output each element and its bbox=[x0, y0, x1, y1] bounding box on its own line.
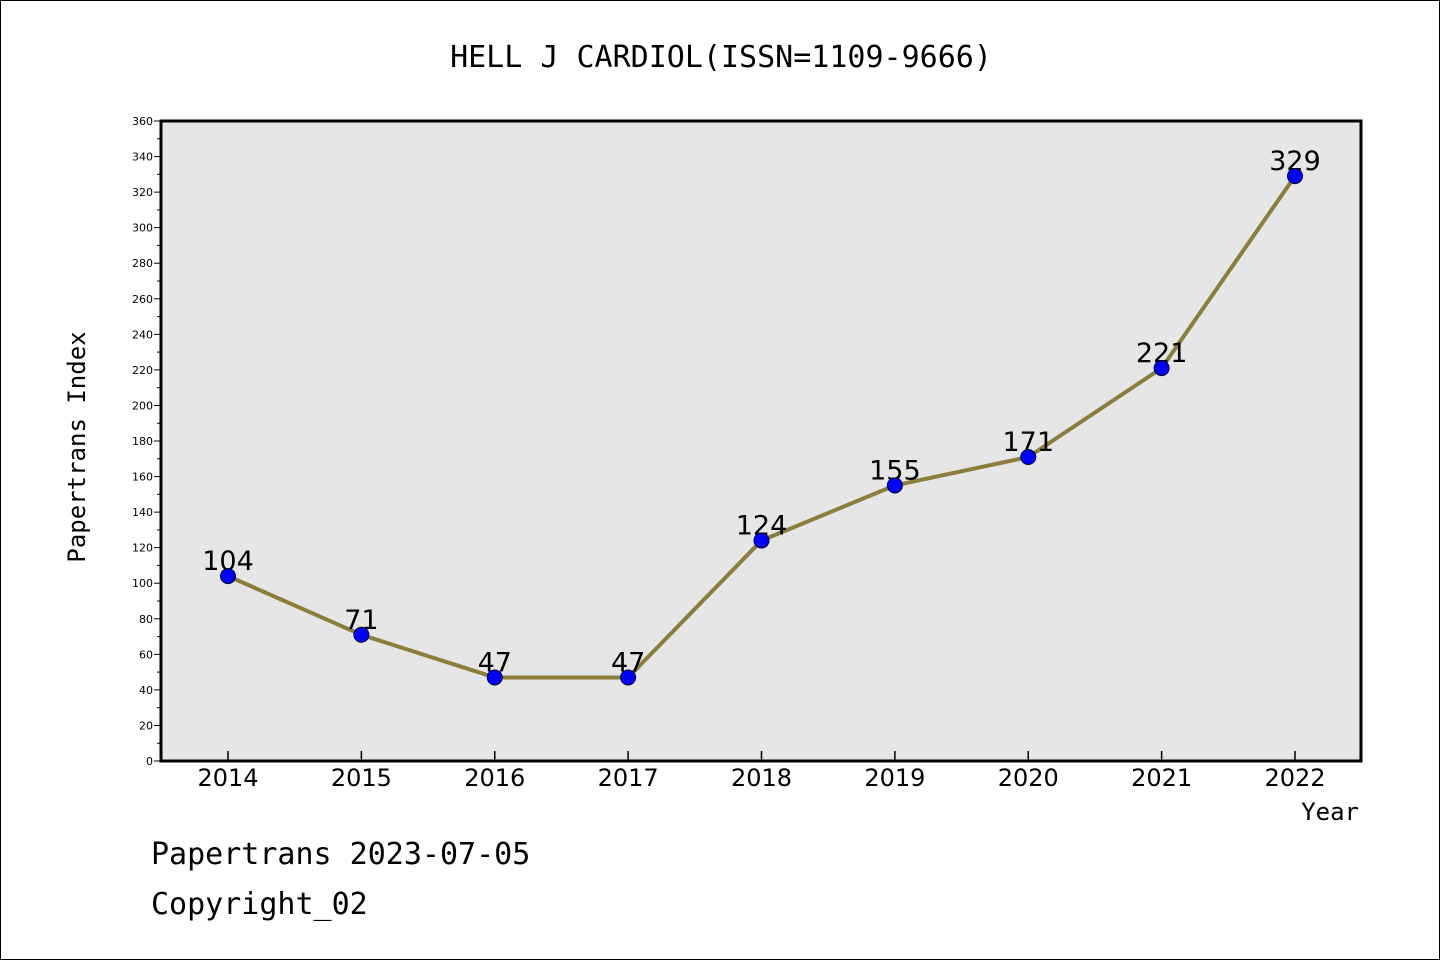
y-axis-label: Papertrans Index bbox=[63, 331, 91, 562]
footer-date: Papertrans 2023-07-05 bbox=[151, 837, 530, 872]
y-tick-label: 360 bbox=[132, 115, 153, 128]
x-tick-label: 2015 bbox=[331, 764, 392, 792]
y-tick-label: 0 bbox=[146, 755, 153, 768]
y-tick-label: 40 bbox=[139, 684, 153, 697]
y-tick-label: 20 bbox=[139, 719, 153, 732]
footer-copyright: Copyright_02 bbox=[151, 887, 368, 922]
x-tick-label: 2019 bbox=[864, 764, 925, 792]
y-axis: 0 20 40 60 80 100 120 140 160 180 200 220 240 260 280 3… bbox=[132, 115, 161, 768]
data-point bbox=[1020, 449, 1037, 465]
x-axis: 2014 2015 2016 2017 2018 2019 2020 2021 2022 bbox=[197, 751, 1326, 792]
plot-area bbox=[159, 119, 1363, 763]
data-point bbox=[1287, 168, 1303, 185]
data-point bbox=[353, 626, 370, 643]
data-point bbox=[1153, 360, 1170, 377]
x-tick-label: 2018 bbox=[731, 764, 792, 792]
x-tick-label: 2014 bbox=[197, 764, 258, 792]
y-tick-label: 320 bbox=[132, 186, 153, 199]
data-point bbox=[486, 669, 503, 686]
x-axis-label: Year bbox=[1301, 798, 1359, 826]
y-tick-label: 120 bbox=[132, 542, 153, 555]
y-tick-label: 280 bbox=[132, 257, 153, 270]
x-tick-label: 2021 bbox=[1131, 764, 1192, 792]
x-tick-label: 2022 bbox=[1264, 764, 1325, 792]
y-tick-label: 220 bbox=[132, 364, 153, 377]
y-tick-label: 260 bbox=[132, 293, 153, 306]
data-point bbox=[753, 532, 770, 549]
y-tick-label: 140 bbox=[132, 506, 153, 519]
y-tick-label: 180 bbox=[132, 435, 153, 448]
y-tick-label: 60 bbox=[139, 648, 153, 661]
y-tick-label: 300 bbox=[132, 222, 153, 235]
x-tick-label: 2020 bbox=[998, 764, 1059, 792]
y-tick-label: 240 bbox=[132, 328, 153, 341]
y-tick-label: 340 bbox=[132, 151, 153, 164]
x-tick-label: 2016 bbox=[464, 764, 525, 792]
y-tick-label: 100 bbox=[132, 577, 153, 590]
y-tick-label: 200 bbox=[132, 399, 153, 412]
y-tick-label: 80 bbox=[139, 613, 153, 626]
data-point bbox=[620, 669, 637, 686]
data-point bbox=[886, 477, 903, 494]
x-tick-label: 2017 bbox=[598, 764, 659, 792]
data-point bbox=[220, 568, 236, 585]
y-tick-label: 160 bbox=[132, 471, 153, 484]
chart-title: HELL J CARDIOL(ISSN=1109-9666) bbox=[450, 40, 992, 75]
